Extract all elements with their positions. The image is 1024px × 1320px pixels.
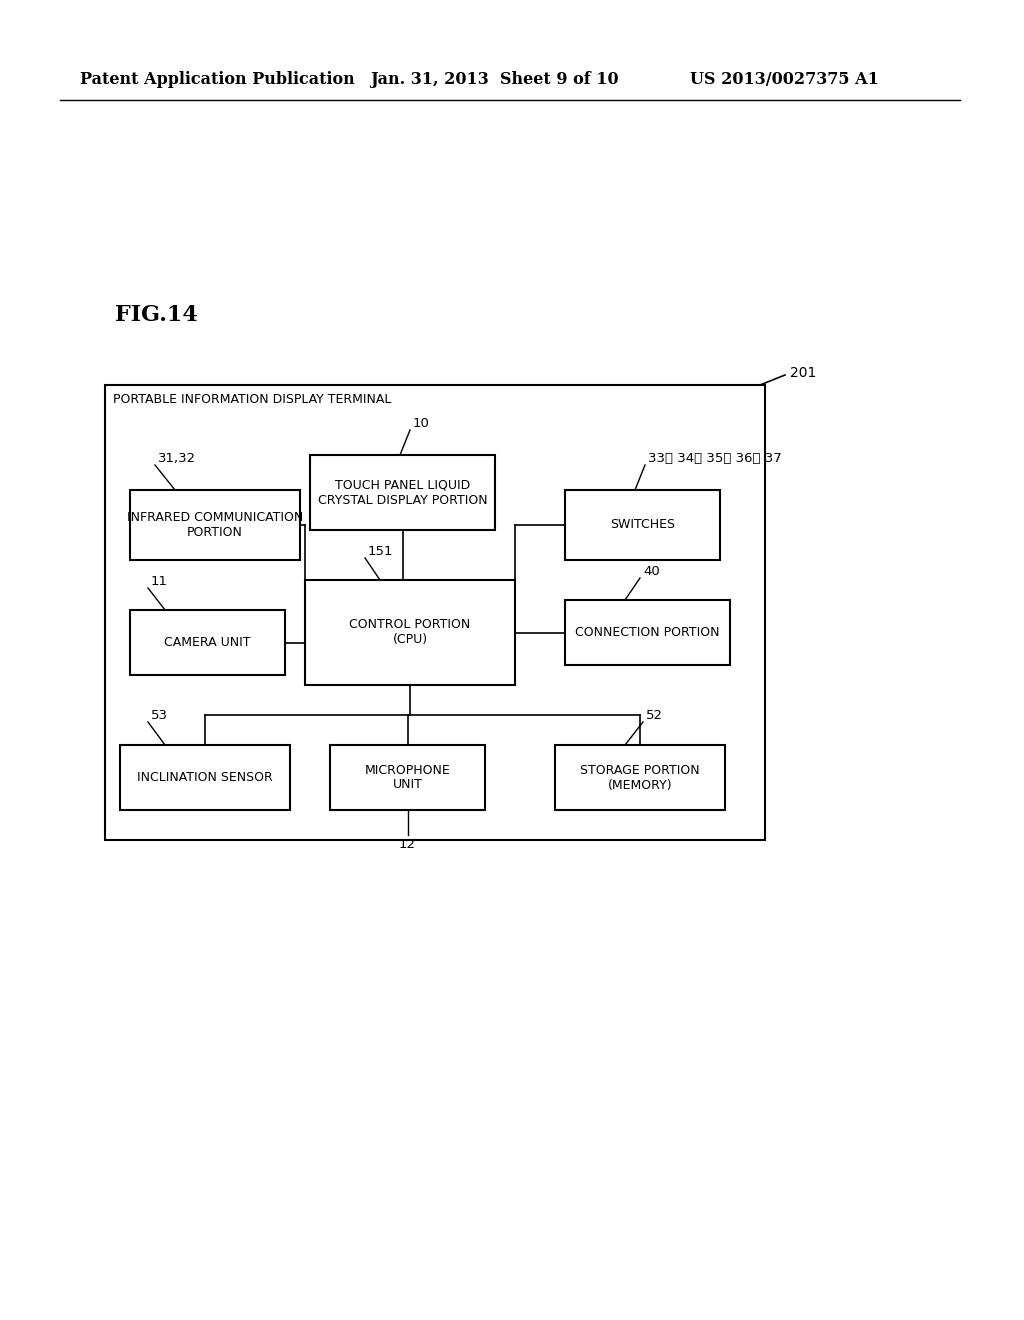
Text: 12: 12 bbox=[399, 838, 416, 851]
Bar bbox=[555, 744, 725, 810]
Text: 10: 10 bbox=[413, 417, 430, 430]
Bar bbox=[565, 601, 730, 665]
Text: Patent Application Publication: Patent Application Publication bbox=[80, 71, 354, 88]
Bar bbox=[105, 385, 765, 840]
Text: 52: 52 bbox=[646, 709, 663, 722]
Bar bbox=[565, 490, 720, 560]
Bar bbox=[305, 579, 515, 685]
Text: TOUCH PANEL LIQUID
CRYSTAL DISPLAY PORTION: TOUCH PANEL LIQUID CRYSTAL DISPLAY PORTI… bbox=[317, 479, 487, 507]
Bar bbox=[130, 610, 285, 675]
Text: 53: 53 bbox=[151, 709, 168, 722]
Text: MICROPHONE
UNIT: MICROPHONE UNIT bbox=[365, 763, 451, 792]
Text: 33、 34、 35、 36、 37: 33、 34、 35、 36、 37 bbox=[648, 451, 781, 465]
Bar bbox=[310, 455, 495, 531]
Bar bbox=[130, 490, 300, 560]
Text: 31,32: 31,32 bbox=[158, 451, 197, 465]
Text: 11: 11 bbox=[151, 576, 168, 587]
Text: INFRARED COMMUNICATION
PORTION: INFRARED COMMUNICATION PORTION bbox=[127, 511, 303, 539]
Text: STORAGE PORTION
(MEMORY): STORAGE PORTION (MEMORY) bbox=[581, 763, 699, 792]
Text: 151: 151 bbox=[368, 545, 393, 558]
Text: 40: 40 bbox=[643, 565, 659, 578]
Bar bbox=[120, 744, 290, 810]
Text: PORTABLE INFORMATION DISPLAY TERMINAL: PORTABLE INFORMATION DISPLAY TERMINAL bbox=[113, 393, 391, 407]
Text: 201: 201 bbox=[790, 366, 816, 380]
Text: CONTROL PORTION
(CPU): CONTROL PORTION (CPU) bbox=[349, 619, 471, 647]
Text: US 2013/0027375 A1: US 2013/0027375 A1 bbox=[690, 71, 879, 88]
Text: INCLINATION SENSOR: INCLINATION SENSOR bbox=[137, 771, 272, 784]
Text: Jan. 31, 2013  Sheet 9 of 10: Jan. 31, 2013 Sheet 9 of 10 bbox=[370, 71, 618, 88]
Text: CONNECTION PORTION: CONNECTION PORTION bbox=[575, 626, 720, 639]
Text: CAMERA UNIT: CAMERA UNIT bbox=[164, 636, 251, 649]
Bar bbox=[330, 744, 485, 810]
Text: FIG.14: FIG.14 bbox=[115, 304, 198, 326]
Text: SWITCHES: SWITCHES bbox=[610, 519, 675, 532]
